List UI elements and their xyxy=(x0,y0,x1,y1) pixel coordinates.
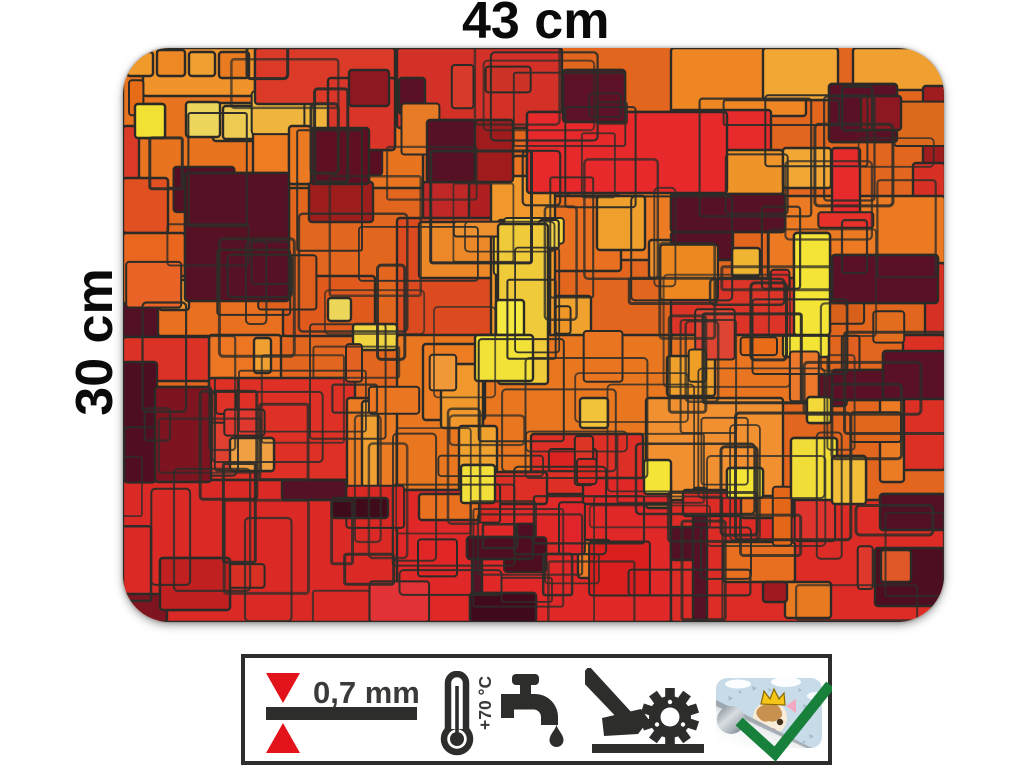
svg-text:0,7 mm: 0,7 mm xyxy=(313,675,420,710)
svg-text:+70 °C: +70 °C xyxy=(475,675,495,730)
